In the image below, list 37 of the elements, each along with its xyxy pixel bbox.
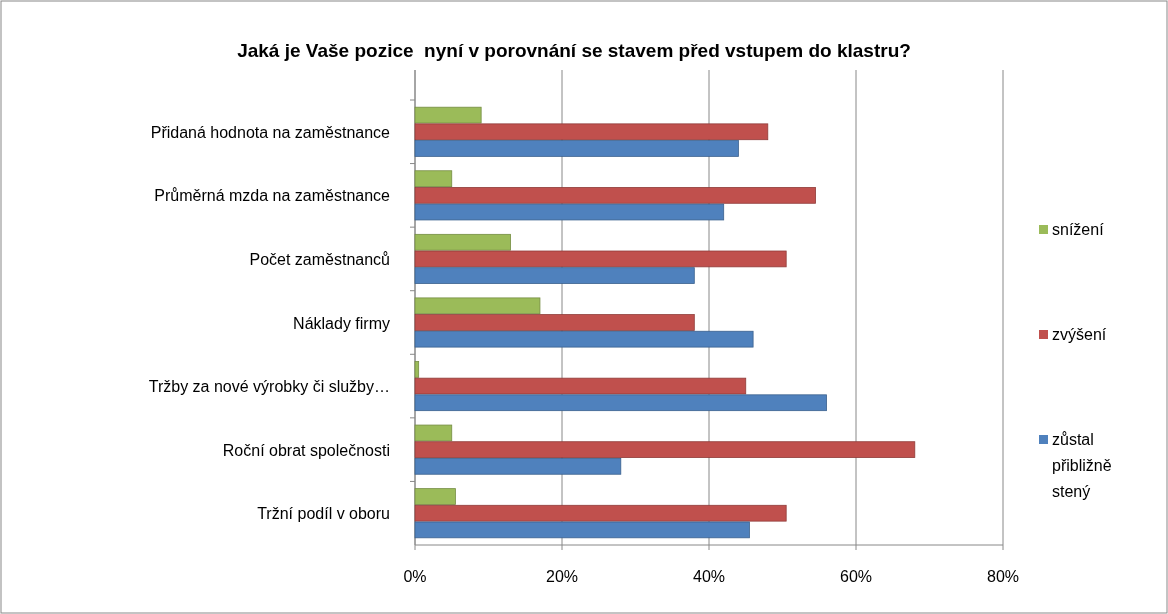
y-tick-label: Počet zaměstnanců (249, 250, 390, 268)
y-tick-label: Přidaná hodnota na zaměstnance (150, 123, 391, 141)
bar (414, 233, 511, 251)
bar (414, 504, 787, 522)
bar (414, 140, 739, 157)
bar (414, 330, 754, 348)
legend-label: zůstal přibližně stený (1052, 431, 1112, 500)
bar (414, 203, 725, 221)
bar (414, 424, 453, 442)
bar (414, 297, 541, 315)
x-tick-label: 40% (692, 568, 726, 585)
y-tick-label: Tržní podíl v oboru (257, 505, 390, 523)
bar (414, 187, 816, 204)
bar (414, 250, 787, 268)
y-tick-label: Náklady firmy (293, 314, 390, 332)
bar (414, 123, 769, 141)
legend-label: zvýšení (1052, 326, 1107, 343)
bar (414, 394, 827, 412)
legend-label: snížení (1052, 221, 1105, 238)
bar (414, 377, 747, 395)
y-tick-label: Tržby za nové výrobky či služby… (148, 378, 390, 396)
bar (414, 314, 695, 331)
x-tick-label: 80% (986, 568, 1020, 585)
bar (414, 267, 695, 284)
y-tick-label: Průměrná mzda na zaměstnance (154, 187, 391, 205)
bar (414, 106, 482, 124)
x-tick-label: 60% (839, 568, 873, 585)
bar (414, 488, 456, 505)
bar (414, 441, 916, 458)
bar (414, 170, 453, 187)
x-tick-label: 0% (403, 568, 427, 585)
chart-title: Jaká je Vaše pozice nyní v porovnání se stavem před vstupem do klastru? (237, 40, 911, 61)
x-tick-label: 20% (545, 568, 579, 585)
bar (414, 361, 420, 378)
bar (414, 521, 750, 539)
bar (414, 458, 622, 475)
y-tick-label: Roční obrat společnosti (222, 441, 390, 459)
